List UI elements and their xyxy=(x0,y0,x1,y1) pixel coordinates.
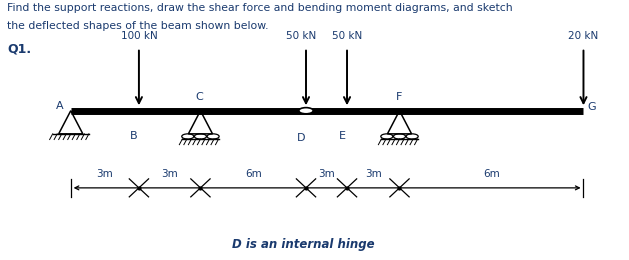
Circle shape xyxy=(299,108,313,114)
Text: 3m: 3m xyxy=(161,169,178,179)
Text: Find the support reactions, draw the shear force and bending moment diagrams, an: Find the support reactions, draw the she… xyxy=(8,3,513,13)
Text: 20 kN: 20 kN xyxy=(569,31,599,41)
Text: D: D xyxy=(297,133,306,143)
Text: 3m: 3m xyxy=(365,169,382,179)
Text: D is an internal hinge: D is an internal hinge xyxy=(231,238,374,251)
Text: Q1.: Q1. xyxy=(8,43,31,56)
Text: C: C xyxy=(196,92,203,102)
Text: E: E xyxy=(338,132,346,141)
Text: 3m: 3m xyxy=(318,169,335,179)
Text: 3m: 3m xyxy=(96,169,113,179)
Text: A: A xyxy=(56,101,64,110)
Text: 50 kN: 50 kN xyxy=(286,31,316,41)
Text: the deflected shapes of the beam shown below.: the deflected shapes of the beam shown b… xyxy=(8,21,269,31)
Text: 100 kN: 100 kN xyxy=(121,31,157,41)
Text: F: F xyxy=(396,92,403,102)
Text: B: B xyxy=(130,132,138,141)
Text: 6m: 6m xyxy=(245,169,262,179)
Text: 6m: 6m xyxy=(483,169,500,179)
Text: G: G xyxy=(587,102,596,112)
Text: 50 kN: 50 kN xyxy=(332,31,362,41)
